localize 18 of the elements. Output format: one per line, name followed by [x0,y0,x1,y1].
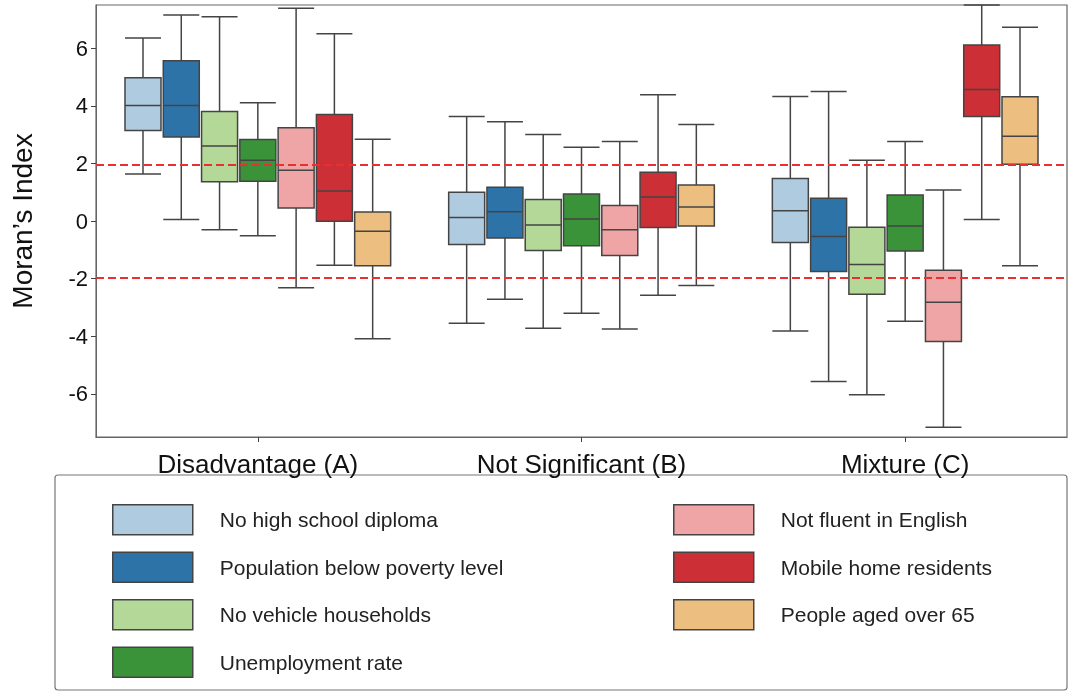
legend-label: No vehicle households [219,603,432,627]
x-tick-label: Not Significant (B) [476,449,687,479]
y-tick-label: -2 [68,266,88,292]
y-tick-label: 4 [75,93,88,119]
y-tick-label: 6 [75,35,88,61]
legend-label: No high school diploma [219,508,439,532]
y-tick-label: -6 [68,381,88,407]
legend-label: Unemployment rate [219,650,403,674]
x-tick-label: Mixture (C) [840,449,970,479]
y-axis-title: Moran’s Index [6,133,38,309]
legend-label: People aged over 65 [780,603,975,627]
y-tick-label: 2 [75,150,88,176]
legend-label: Mobile home residents [780,555,993,579]
y-tick-label: -4 [68,323,88,349]
legend-label: Not fluent in English [780,508,968,532]
x-tick-label: Disadvantage (A) [157,449,359,479]
legend-label: Population below poverty level [219,555,504,579]
y-tick-label: 0 [75,208,88,234]
